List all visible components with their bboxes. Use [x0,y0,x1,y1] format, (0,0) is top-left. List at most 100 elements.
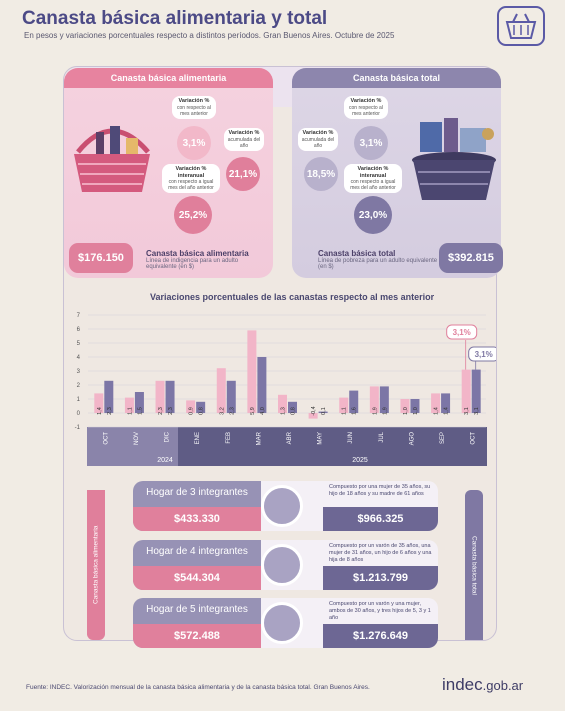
bar-value-label: 3,1 [474,407,480,415]
cba-panel-title: Canasta básica alimentaria [64,68,273,88]
cba-acc-desc: acumulada del año [227,136,261,149]
bar-value-label: 1,0 [403,407,409,415]
bar [471,369,481,413]
household-3-cba: $433.330 [174,513,220,525]
household-3: Hogar de 3 integrantes $433.330 Compuest… [133,481,438,531]
household-4: Hogar de 4 integrantes $544.304 Compuest… [133,540,438,590]
y-tick-label: 3 [77,369,81,375]
y-tick-label: -1 [75,425,81,431]
cbt-month-value: 3,1% [354,126,388,160]
x-tick-label: OCT [103,432,109,445]
year-2024-label: 2024 [157,457,173,464]
callout-cba: 3,1% [453,328,471,337]
cbt-acc-bubble: Variación % acumulada del año [298,128,338,151]
food-basket-illustration [74,126,150,192]
bar [349,390,359,413]
y-tick-label: 7 [77,313,81,319]
household-3-label: Hogar de 3 integrantes [146,487,248,498]
cba-amount: $176.150 [69,243,133,273]
bar-value-label: 1,5 [137,407,143,415]
bar [134,392,144,413]
bar-value-label: 2,3 [229,407,235,415]
x-tick-label: FEB [226,432,232,444]
x-axis-band-2025 [178,427,487,466]
source-note: Fuente: INDEC. Valorización mensual de l… [26,684,370,691]
bar [288,401,297,413]
household-4-cbt: $1.213.799 [352,572,409,584]
x-tick-label: SEP [440,432,446,444]
bar-value-label: 2,3 [168,407,174,415]
bar-value-label: 0,1 [321,407,327,415]
cba-yoy-label: Variación % interanual [175,166,207,179]
cba-acc-value: 21,1% [226,157,260,191]
bar [155,380,165,413]
bar [257,357,267,413]
bar-value-label: 0,8 [291,407,297,415]
cbt-line-title: Canasta básica total [318,249,396,258]
x-tick-label: JUN [348,432,354,444]
basket-icon [497,6,545,46]
brand-suffix: .gob.ar [482,678,524,693]
cbt-yoy-bubble: Variación % interanual con respecto a ig… [344,164,402,194]
bar [196,401,206,413]
cba-acc-bubble: Variación % acumulada del año [224,128,264,151]
bar-value-label: 1,6 [352,407,358,415]
household-5-cba: $572.488 [174,630,220,642]
bar [94,393,104,413]
cbt-month-label: Variación % [350,98,382,104]
bar [165,380,175,413]
cbt-line: Canasta básica total Línea de pobreza pa… [318,249,438,270]
bar-value-label: -0,4 [311,406,317,415]
household-3-cbt: $966.325 [357,513,404,525]
bar [247,330,257,413]
cba-month-value: 3,1% [177,126,211,160]
x-tick-label: ENE [195,432,201,444]
page-title: Canasta básica alimentaria y total [22,8,328,29]
bar [104,380,114,413]
sidebar-cbt: Canasta básica total [465,490,483,640]
bar-value-label: 1,4 [97,407,103,415]
page-subtitle: En pesos y variaciones porcentuales resp… [24,31,395,40]
bar [431,393,441,413]
cba-month-bubble: Variación % con respecto al mes anterior [172,96,216,119]
y-tick-label: 1 [77,397,81,403]
bar-value-label: 1,1 [342,407,348,415]
cba-yoy-bubble: Variación % interanual con respecto a ig… [162,164,220,194]
callout-box [468,346,496,362]
brand-logo[interactable]: indec.gob.ar [442,675,523,695]
goods-basket-illustration [412,118,496,200]
cba-acc-label: Variación % [228,130,260,136]
x-tick-label: OCT [471,432,477,445]
cbt-yoy-label: Variación % interanual [357,166,389,179]
bar-value-label: 1,4 [434,407,440,415]
x-tick-label: DIC [165,431,171,442]
sidebar-cba: Canasta básica alimentaria [87,490,105,640]
bar [226,380,236,413]
bar [369,386,379,413]
bar [339,397,349,413]
household-3-desc: Compuesto por una mujer de 35 años, su h… [329,484,431,497]
cbt-panel-title: Canasta básica total [292,68,501,88]
cba-month-desc: con respecto al mes anterior [177,104,211,117]
bar [308,413,318,419]
y-tick-label: 4 [77,355,81,361]
cbt-acc-label: Variación % [302,130,334,136]
bar [278,394,287,413]
bar-value-label: 0,9 [189,407,195,415]
household-5-label: Hogar de 5 integrantes [146,604,248,615]
y-tick-label: 2 [77,383,81,389]
household-4-desc: Compuesto por un varón de 35 años, una m… [329,543,432,563]
cbt-yoy-desc: con respecto a igual mes del año anterio… [350,179,396,192]
cba-panel: Canasta básica alimentaria Variación % c… [64,68,273,278]
cba-line: Canasta básica alimentaria Línea de indi… [146,249,266,270]
y-tick-label: 5 [77,341,81,347]
bar-value-label: 1,3 [281,407,287,415]
bar-value-label: 0,8 [199,407,205,415]
bar [318,411,328,413]
monthly-variation-chart: 7 6 5 4 3 2 1 0 -1 1,4 2,3 OCT 1,1 1,5 NOV 2,3 2,3 DIC 0,9… [75,313,496,445]
bar-value-label: 2,3 [107,407,113,415]
bar [379,386,389,413]
household-5: Hogar de 5 integrantes $572.488 Compuest… [133,598,438,648]
cbt-amount: $392.815 [439,243,503,273]
x-tick-label: MAR [256,431,262,445]
